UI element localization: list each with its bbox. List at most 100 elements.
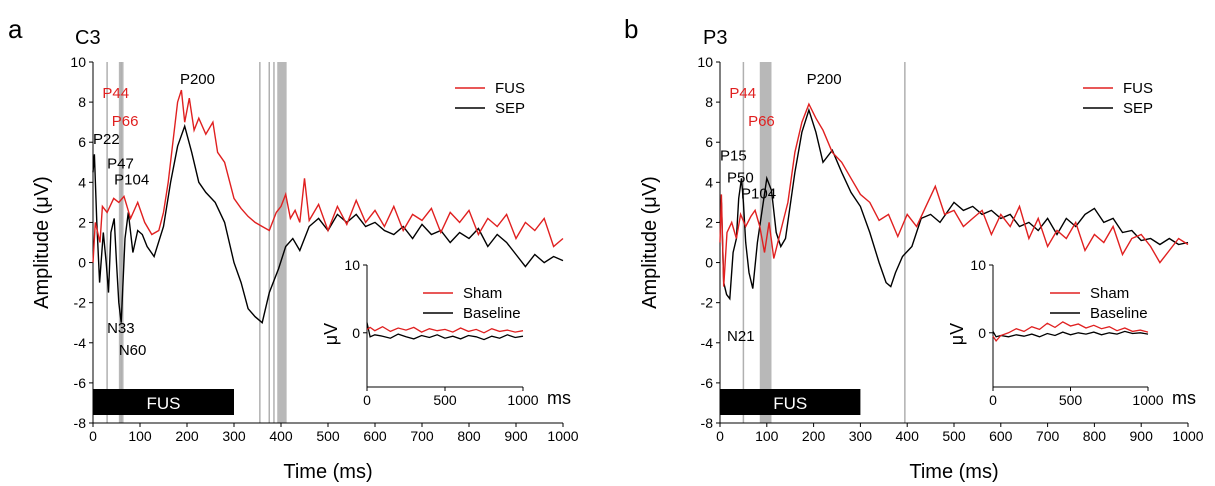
panel-b-y-tick-label: -2 <box>701 295 714 311</box>
panel-b-inset-x-tick-label: 1000 <box>1132 392 1163 408</box>
panel-b-x-tick-label: 200 <box>802 428 826 444</box>
panel-a-x-tick-label: 100 <box>128 428 152 444</box>
panel-b-peak-label: P66 <box>748 113 775 130</box>
panel-b-x-tick-label: 900 <box>1130 428 1154 444</box>
panel-b-x-tick-label: 0 <box>716 428 724 444</box>
panel-a-inset-x-axis-label: ms <box>547 388 571 408</box>
panel-b-y-tick-label: 4 <box>705 174 713 190</box>
panel-b-x-tick-label: 800 <box>1083 428 1107 444</box>
panel-b-y-tick-label: 10 <box>697 54 713 70</box>
panel-b-legend-label: SEP <box>1123 100 1153 117</box>
panel-b-x-tick-label: 300 <box>849 428 873 444</box>
panel-a-x-tick-label: 400 <box>269 428 293 444</box>
panel-a-inset-x-tick-label: 500 <box>433 392 457 408</box>
panel-a-series-sep <box>92 123 564 324</box>
panel-b-peak-label: N21 <box>727 328 755 345</box>
panel-a-legend-label: SEP <box>495 100 525 117</box>
panel-a-peak-label: N60 <box>119 342 147 359</box>
panel-b-inset-series-baseline <box>992 330 1149 338</box>
panel-b-inset-y-tick-label: 0 <box>978 325 986 341</box>
panel-a-y-tick-label: 6 <box>78 134 86 150</box>
panel-a-fus-bar-label: FUS <box>147 394 181 413</box>
panel-a-peak-label: P47 <box>107 155 134 172</box>
panel-b-x-tick-label: 400 <box>896 428 920 444</box>
panel-a-peak-label: P22 <box>93 131 120 148</box>
panel-a-peak-label: P200 <box>180 71 215 88</box>
panel-a-y-tick-label: 10 <box>70 54 86 70</box>
panel-b-fus-bar-label: FUS <box>773 394 807 413</box>
panel-b-fus-bar <box>720 389 861 415</box>
panel-a-y-tick-label: -8 <box>74 415 87 431</box>
panel-a-x-axis-label: Time (ms) <box>283 461 372 483</box>
panel-b-inset-y-axis-label: μV <box>947 323 967 345</box>
panel-b-title: P3 <box>703 27 727 49</box>
panel-a-legend-label: FUS <box>495 80 525 97</box>
panel-b-peak-label: P104 <box>741 185 776 202</box>
panel-a-peak-label: P44 <box>102 85 129 102</box>
panel-a-inset-y-tick-label: 10 <box>344 257 360 273</box>
panel-a-x-tick-label: 800 <box>457 428 481 444</box>
panel-a-peak-label: P66 <box>112 113 139 130</box>
panel-a-shaded-band <box>277 62 287 423</box>
panel-b-series-fus <box>719 102 1189 287</box>
panel-a-title: C3 <box>75 27 101 49</box>
panel-b-peak-label: P44 <box>729 85 756 102</box>
panel-b-inset: 0 10 0 500 1000 ms μV Sham Baseline <box>947 257 1196 408</box>
panel-b-inset-y-tick-label: 10 <box>970 257 986 273</box>
panel-b-y-tick-label: 8 <box>705 94 713 110</box>
panel-a-inset-x-tick-label: 0 <box>363 392 371 408</box>
panel-a-inset-legend-label: Sham <box>463 285 502 302</box>
panel-a-inset-series-baseline <box>366 322 524 341</box>
panel-b-y-tick-label: 6 <box>705 134 713 150</box>
panel-a-y-axis-label: Amplitude (μV) <box>31 176 53 309</box>
panel-b-inset-series-sham <box>992 321 1149 342</box>
panel-a-y-tick-label: 2 <box>78 214 86 230</box>
panel-a-inset-y-axis-label: μV <box>321 323 341 345</box>
panel-b-letter: b <box>624 14 638 44</box>
panel-a-inset-x-tick-label: 1000 <box>507 392 538 408</box>
panel-b-peak-label: P200 <box>807 71 842 88</box>
panel-a-fus-bar <box>93 389 234 415</box>
panel-a-inset-y-tick-label: 0 <box>352 325 360 341</box>
panel-a-x-tick-label: 600 <box>363 428 387 444</box>
panel-a-y-tick-label: -2 <box>74 295 87 311</box>
panel-b-x-tick-label: 600 <box>989 428 1013 444</box>
panel-a-letter: a <box>8 14 23 44</box>
panel-a-inset-series-sham <box>366 325 524 334</box>
panel-b-x-tick-label: 500 <box>942 428 966 444</box>
panel-a-y-tick-label: 0 <box>78 255 86 271</box>
panel-a-inset: 0 10 0 500 1000 ms μV Sham Baseline <box>321 257 571 408</box>
panel-a-y-tick-label: 4 <box>78 174 86 190</box>
panel-b-legend-label: FUS <box>1123 80 1153 97</box>
panel-b-y-tick-label: -8 <box>701 415 714 431</box>
panel-b-inset-x-axis-label: ms <box>1172 388 1196 408</box>
panel-a-x-tick-label: 700 <box>410 428 434 444</box>
panel-a-x-tick-label: 0 <box>89 428 97 444</box>
panel-a-x-tick-label: 300 <box>222 428 246 444</box>
panel-a-series-fus <box>92 89 564 263</box>
panel-a-peak-label: N33 <box>107 320 135 337</box>
panel-b-x-axis-label: Time (ms) <box>909 461 998 483</box>
panel-b-x-tick-label: 700 <box>1036 428 1060 444</box>
panel-b-y-tick-label: 0 <box>705 255 713 271</box>
panel-b-y-tick-label: 2 <box>705 214 713 230</box>
panel-b-inset-legend-label: Baseline <box>1090 305 1148 322</box>
panel-a-y-tick-label: 8 <box>78 94 86 110</box>
panel-b-y-axis-label: Amplitude (μV) <box>639 176 661 309</box>
panel-b-series-sep <box>719 107 1189 301</box>
panel-b-y-tick-label: -4 <box>701 335 714 351</box>
panel-a-x-tick-label: 500 <box>316 428 340 444</box>
panel-b-peak-label: P50 <box>727 169 754 186</box>
panel-b-x-tick-label: 100 <box>755 428 779 444</box>
panel-a-y-tick-label: -6 <box>74 375 87 391</box>
panel-a-x-tick-label: 1000 <box>547 428 578 444</box>
panel-a-inset-legend-label: Baseline <box>463 305 521 322</box>
panel-b-inset-legend-label: Sham <box>1090 285 1129 302</box>
panel-a-peak-label: P104 <box>114 171 149 188</box>
panel-a-x-tick-label: 200 <box>175 428 199 444</box>
panel-b-y-tick-label: -6 <box>701 375 714 391</box>
panel-a-y-tick-label: -4 <box>74 335 87 351</box>
